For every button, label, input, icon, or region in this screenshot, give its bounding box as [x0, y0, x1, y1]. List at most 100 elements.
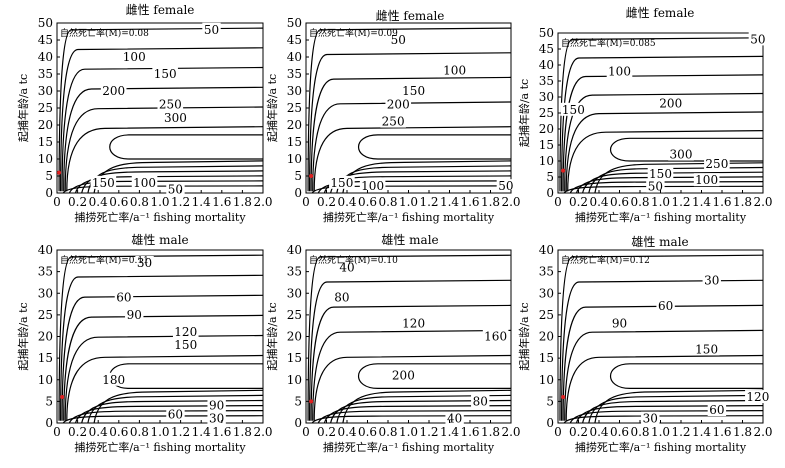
contour-line-200	[313, 354, 512, 421]
y-tick-label: 35	[287, 265, 302, 279]
contour-label: 50	[168, 183, 183, 197]
contour-line-inner	[358, 134, 511, 160]
y-tick-label: 5	[294, 169, 302, 183]
x-tick-label: 2.0	[753, 425, 772, 439]
contour-label: 250	[382, 115, 405, 129]
y-tick-label: 5	[45, 169, 53, 183]
x-tick-label: 1.2	[671, 195, 690, 209]
y-axis-label: 起捕年龄/a tc	[265, 74, 279, 142]
y-tick-label: 30	[287, 84, 302, 98]
y-tick-label: 0	[294, 186, 302, 200]
contour-line-lower-4	[330, 399, 512, 424]
contour-label: 120	[174, 325, 197, 339]
y-tick-label: 20	[38, 330, 53, 344]
contour-label: 50	[498, 179, 513, 193]
y-tick-label: 30	[38, 84, 53, 98]
contour-label: 90	[209, 399, 224, 413]
contour-label-bg	[610, 316, 629, 330]
contour-line-300	[567, 130, 764, 192]
contour-line-180	[66, 354, 264, 421]
contour-label-bg	[668, 147, 694, 161]
contour-label-bg	[389, 33, 408, 46]
y-tick-label: 25	[287, 308, 302, 322]
x-tick-label: 1.2	[419, 425, 438, 439]
contour-line-lower-3	[575, 176, 764, 194]
y-tick-label: 30	[539, 286, 554, 300]
x-tick-label: 0.4	[89, 195, 108, 209]
y-tick-label: 30	[38, 286, 53, 300]
contour-line-50	[58, 27, 264, 192]
x-tick-label: 0.2	[68, 425, 87, 439]
contour-label-bg	[390, 368, 417, 382]
x-tick-label: 0.8	[378, 195, 397, 209]
contour-line-lower-3	[575, 405, 764, 424]
contour-line-lower-4	[582, 399, 764, 424]
contour-label-bg	[337, 260, 357, 274]
contour-label-bg	[152, 67, 178, 80]
contour-label-bg	[90, 175, 117, 189]
panel-title: 雌性 female	[376, 8, 445, 23]
y-axis-label: 起捕年龄/a tc	[517, 302, 531, 370]
y-axis-label: 起捕年龄/a tc	[16, 302, 30, 370]
x-tick-label: 0.8	[630, 425, 649, 439]
contour-line-lower-4	[81, 399, 264, 424]
contour-label: 60	[116, 291, 131, 305]
x-tick-label: 0.8	[378, 425, 397, 439]
x-tick-label: 1.8	[733, 425, 752, 439]
y-tick-label: 25	[539, 106, 554, 120]
contour-label-bg	[100, 84, 127, 97]
contour-label-bg	[162, 111, 189, 125]
x-tick-label: 1.4	[192, 195, 211, 209]
x-tick-label: 0.4	[337, 425, 356, 439]
x-tick-label: 0.6	[358, 425, 377, 439]
y-tick-label: 10	[539, 154, 554, 168]
contour-label: 300	[670, 148, 693, 162]
contour-label: 80	[334, 291, 349, 305]
x-tick-label: 0.2	[317, 425, 336, 439]
y-tick-label: 10	[38, 152, 53, 166]
contour-label-bg	[100, 372, 127, 386]
contour-label: 160	[484, 330, 507, 344]
y-axis-label: 起捕年龄/a tc	[16, 74, 30, 142]
contour-line-lower-1	[62, 415, 264, 424]
contour-label-bg	[748, 32, 768, 46]
contour-line-lower-4	[81, 170, 264, 194]
contour-line-200	[312, 101, 512, 192]
contour-label: 50	[391, 33, 406, 47]
y-tick-label: 40	[38, 50, 53, 64]
x-tick-label: 0	[302, 425, 310, 439]
contour-line-150	[64, 334, 264, 421]
contour-label: 200	[392, 368, 415, 382]
contour-label: 150	[174, 338, 197, 352]
contour-label: 90	[127, 308, 142, 322]
contour-label: 150	[330, 176, 353, 190]
contour-label: 40	[339, 260, 354, 274]
contour-label-bg	[471, 394, 490, 408]
contour-label-bg	[693, 173, 720, 187]
contour-label-bg	[329, 175, 355, 189]
natural-mortality-annotation: 自然死亡率(M)=0.08	[60, 27, 149, 39]
contour-line-60	[60, 274, 264, 421]
y-tick-label: 15	[287, 351, 302, 365]
contour-line-lower-4	[582, 171, 764, 194]
x-tick-label: 0	[53, 425, 61, 439]
contour-label-bg	[647, 166, 674, 180]
x-tick-label: 1.2	[171, 425, 190, 439]
contour-label: 150	[92, 176, 115, 190]
contour-label-bg	[657, 96, 684, 110]
contour-line-lower-5	[87, 394, 264, 424]
contour-line-50	[307, 27, 512, 192]
contour-label: 150	[562, 103, 585, 117]
x-tick-label: 0.2	[569, 425, 588, 439]
x-tick-label: 0.4	[589, 425, 608, 439]
y-tick-label: 15	[287, 135, 302, 149]
y-tick-label: 0	[546, 186, 554, 200]
x-tick-label: 0.8	[130, 425, 149, 439]
contour-line-100	[60, 47, 264, 192]
contour-label-bg	[202, 22, 221, 36]
x-tick-label: 1.8	[733, 195, 752, 209]
contour-line-150	[565, 354, 764, 421]
